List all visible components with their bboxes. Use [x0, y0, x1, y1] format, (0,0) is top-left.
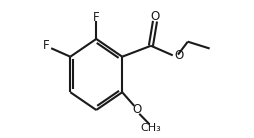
Text: CH₃: CH₃ [140, 123, 161, 133]
Text: O: O [174, 49, 183, 62]
Text: O: O [150, 10, 160, 23]
Text: O: O [133, 104, 142, 116]
Text: F: F [93, 11, 100, 24]
Text: F: F [43, 39, 50, 52]
